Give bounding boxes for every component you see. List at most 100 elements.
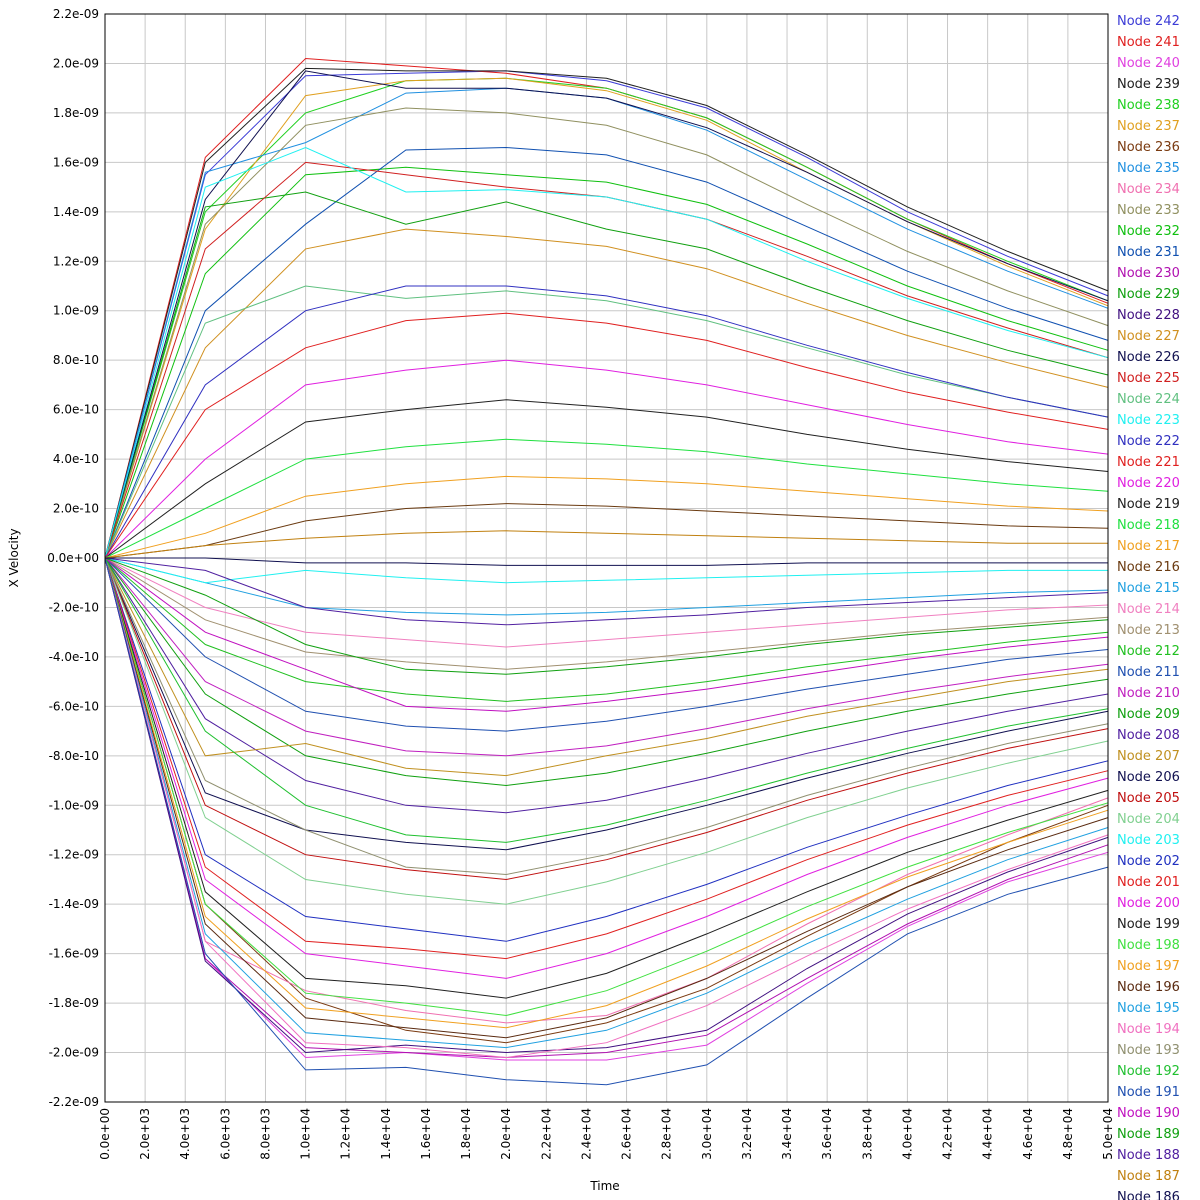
series-line [104,557,1109,1017]
x-tick-label: 2.6e+04 [620,1108,634,1160]
series-line [104,557,1109,1059]
series-line [104,77,1109,559]
series-line [104,557,1109,1059]
y-tick-labels: 2.2e-09 2.0e-09 1.8e-09 1.6e-09 1.4e-09 1.2e-… [47,7,99,1109]
legend-entry: Node 233 [1117,203,1180,218]
legend-entry: Node 213 [1117,623,1180,638]
x-tick-label: 3.4e+04 [780,1108,794,1160]
series-line [105,557,1108,566]
series-line [104,557,1109,1086]
legend-entry: Node 230 [1117,266,1180,281]
y-tick-label: 4.0e-10 [53,452,99,466]
x-tick-label: 1.8e+04 [459,1108,473,1160]
series-line [104,399,1109,559]
legend-entry: Node 190 [1117,1106,1180,1121]
legend-entry: Node 237 [1117,119,1180,134]
legend-entry: Node 218 [1117,518,1180,533]
y-tick-label: 8.0e-10 [53,353,99,367]
legend-entry: Node 220 [1117,476,1180,491]
legend-entry: Node 206 [1117,770,1180,785]
legend-entry: Node 188 [1117,1148,1180,1163]
legend-entry: Node 232 [1117,224,1180,239]
series-line [104,557,1109,1039]
series-line [104,557,1109,1044]
series-line [104,70,1109,559]
series-line [104,146,1109,559]
series-line [104,475,1109,559]
legend-entry: Node 198 [1117,938,1180,953]
series-line [104,285,1109,559]
y-tick-label: 0.0e+00 [47,551,99,565]
x-tick-label: 1.4e+04 [379,1108,393,1160]
y-tick-label: 1.8e-09 [53,106,99,120]
series-line [104,557,1109,702]
series-line [104,359,1109,559]
series-line [104,557,1109,999]
y-tick-label: -4.0e-10 [49,650,99,664]
y-tick-label: -1.4e-09 [49,897,99,911]
plot-frame [104,13,1109,1103]
legend-entry: Node 215 [1117,581,1180,596]
x-tick-label: 2.0e+03 [138,1108,152,1160]
series-line [104,557,1109,787]
legend-entry: Node 225 [1117,371,1180,386]
series-line [104,228,1109,559]
series-line [104,530,1108,559]
x-tick-label: 3.2e+04 [740,1108,754,1160]
legend-entry: Node 193 [1117,1043,1180,1058]
series-line [104,166,1109,559]
series-line [104,77,1109,559]
legend-entry: Node 216 [1117,560,1180,575]
x-tick-label: 1.0e+04 [299,1108,313,1160]
x-tick-label: 4.0e+03 [178,1108,192,1160]
series-line [104,557,1109,1054]
grid [104,13,1109,1103]
legend-entry: Node 226 [1117,350,1180,365]
legend-entry: Node 238 [1117,98,1180,113]
x-tick-label: 4.6e+04 [1021,1108,1035,1160]
y-tick-label: 1.4e-09 [53,205,99,219]
legend-entry: Node 201 [1117,875,1180,890]
x-axis-title: Time [589,1179,619,1193]
series-line [104,557,1108,584]
legend-entry: Node 229 [1117,287,1180,302]
y-tick-label: -1.8e-09 [49,996,99,1010]
x-tick-label: 2.8e+04 [660,1108,674,1160]
legend-entry: Node 203 [1117,833,1180,848]
legend-entry: Node 204 [1117,812,1180,827]
series-line [104,557,1109,675]
y-tick-label: 2.0e-09 [53,56,99,70]
legend-entry: Node 224 [1117,392,1180,407]
x-tick-label: 3.8e+04 [860,1108,874,1160]
x-tick-label: 3.6e+04 [820,1108,834,1160]
series-line [104,557,1109,881]
x-tick-label: 4.2e+04 [941,1108,955,1160]
legend-entry: Node 209 [1117,707,1180,722]
legend-entry: Node 235 [1117,161,1180,176]
series-line [104,557,1109,979]
series-line [104,557,1109,616]
legend-entry: Node 236 [1117,140,1180,155]
legend-entry: Node 219 [1117,497,1180,512]
series-line [104,312,1109,559]
series-line [104,557,1109,843]
x-tick-label: 2.4e+04 [579,1108,593,1160]
series-line [104,557,1109,1024]
series-line [104,57,1109,559]
series-line [104,557,1109,905]
legend-entry: Node 200 [1117,896,1180,911]
series-line [104,557,1109,626]
series-line [104,146,1109,559]
x-tick-label: 5.0e+04 [1101,1108,1115,1160]
legend-entry: Node 187 [1117,1169,1180,1184]
y-tick-label: -1.2e-09 [49,848,99,862]
legend-entry: Node 189 [1117,1127,1180,1142]
y-tick-label: 2.2e-09 [53,7,99,21]
x-tick-label: 2.0e+04 [499,1108,513,1160]
series-line [104,285,1109,559]
legend-entry: Node 186 [1117,1190,1180,1200]
legend-entry: Node 212 [1117,644,1180,659]
series-line [104,557,1109,876]
series-line [104,557,1109,851]
series-line [104,107,1109,559]
